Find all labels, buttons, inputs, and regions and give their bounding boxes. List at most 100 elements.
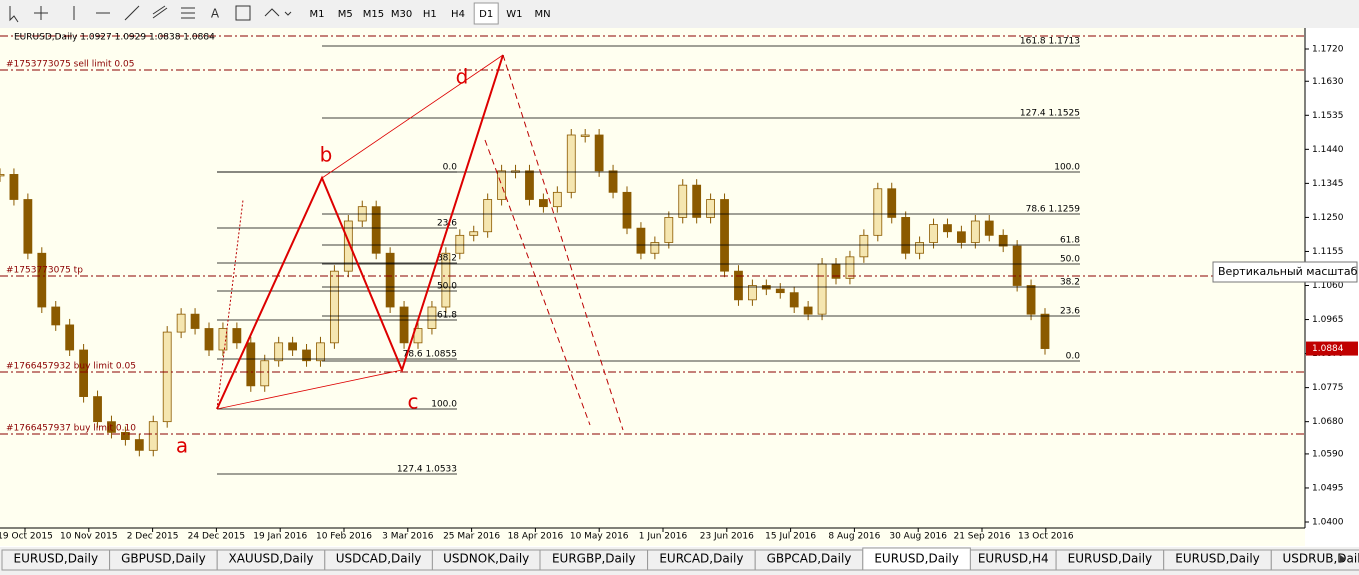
candle	[943, 224, 952, 233]
timeframe-button[interactable]: MN	[535, 9, 551, 20]
tab-label[interactable]: USDNOK,Daily	[443, 552, 529, 566]
fib-label: 50.0	[1060, 255, 1080, 265]
candle	[483, 199, 493, 233]
candle	[497, 170, 507, 200]
candle	[469, 231, 479, 236]
candle	[232, 328, 242, 344]
tooltip-box	[1212, 261, 1358, 283]
shapes-icon[interactable]	[264, 8, 292, 17]
candle	[566, 134, 576, 193]
timeframe-button[interactable]: M5	[338, 9, 353, 20]
tab[interactable]	[1270, 549, 1359, 571]
date-tick-label: 25 Mar 2016	[443, 532, 500, 542]
tab-label[interactable]: XAUUSD,Daily	[228, 552, 313, 566]
timeframe-button[interactable]: D1	[479, 9, 493, 20]
tab-label[interactable]: USDCAD,Daily	[336, 552, 422, 566]
timeframes: M1 M5 M15 M30 H1 H4 D1 W1 MN	[310, 2, 551, 25]
timeframe-button[interactable]: H1	[423, 9, 437, 20]
tooltip: Вертикальный масштаб	[1218, 265, 1358, 278]
candle	[274, 342, 284, 362]
candle	[0, 174, 5, 177]
tab-label[interactable]: EURUSD,Daily	[1175, 552, 1260, 566]
fib-label: 78.6 1.0855	[403, 350, 457, 360]
candle	[23, 199, 33, 254]
tab-scroll[interactable]	[1340, 555, 1346, 563]
channel-icon[interactable]	[152, 5, 168, 19]
trendline-icon[interactable]	[124, 5, 140, 21]
fibo-icon[interactable]	[181, 7, 195, 19]
candle	[720, 199, 729, 272]
date-tick-label: 10 Feb 2016	[316, 532, 372, 542]
pattern-point: d	[456, 65, 469, 89]
candle	[288, 342, 298, 351]
price-tick-label: 1.1060	[1312, 281, 1344, 291]
fib-label: 78.6 1.1259	[1026, 205, 1081, 215]
timeframe-button[interactable]: M15	[363, 9, 384, 20]
date-tick-label: 18 Apr 2016	[508, 532, 564, 542]
label-icon[interactable]	[235, 5, 251, 21]
candle	[678, 184, 688, 218]
fib-label: 38.2	[1060, 278, 1080, 288]
candle	[427, 306, 437, 329]
tab-label[interactable]: GBPUSD,Daily	[121, 552, 206, 566]
date-tick-label: 2 Dec 2015	[127, 532, 179, 542]
tab-label[interactable]: USDRUB,Daily	[1283, 552, 1359, 566]
date-tick-label: 10 Nov 2015	[60, 532, 118, 542]
fib-label: 23.6	[1060, 307, 1080, 317]
candle	[329, 270, 339, 344]
fib-label: 38.2	[437, 254, 457, 264]
candle	[957, 231, 966, 243]
order-label: #1766457937 buy limit 0.10	[6, 424, 136, 434]
price-tick-label: 1.0965	[1312, 315, 1344, 325]
candle	[190, 313, 200, 329]
date-tick-label: 1 Jun 2016	[639, 532, 688, 542]
candle	[204, 328, 214, 351]
date-tick-label: 24 Dec 2015	[188, 532, 246, 542]
price-tick-label: 1.1440	[1312, 145, 1344, 155]
candle	[845, 256, 855, 279]
fib-label: 50.0	[437, 282, 457, 292]
tab-label[interactable]: EURUSD,H4	[978, 552, 1049, 566]
text-tool[interactable]: A	[211, 7, 220, 21]
candle	[915, 242, 924, 254]
timeframe-button[interactable]: W1	[506, 9, 522, 20]
date-tick-label: 30 Aug 2016	[889, 532, 947, 542]
pattern-point: a	[176, 434, 188, 458]
cursor-icon[interactable]	[9, 6, 19, 23]
price-tick-label: 1.0775	[1312, 383, 1344, 393]
fib-label: 161.8 1.1713	[1020, 37, 1080, 47]
candle	[9, 174, 19, 200]
candle	[789, 292, 799, 308]
tab-label[interactable]: EURUSD,Daily	[14, 552, 99, 566]
pattern-point: b	[320, 143, 333, 167]
crosshair-icon[interactable]	[34, 6, 48, 20]
order-label: #1753773075 sell limit 0.05	[6, 60, 134, 70]
candle	[622, 191, 632, 229]
pattern-zigzag	[216, 54, 504, 410]
timeframe-button[interactable]: M1	[310, 9, 325, 20]
candle	[748, 285, 757, 301]
candle	[302, 349, 311, 362]
tab-label[interactable]: EURUSD,Daily	[874, 552, 959, 566]
candle	[873, 188, 883, 236]
timeframe-button[interactable]: H4	[451, 9, 465, 20]
tab-label[interactable]: GBPCAD,Daily	[767, 552, 852, 566]
candle	[594, 134, 604, 172]
date-tick-label: 3 Mar 2016	[382, 532, 434, 542]
candle	[1026, 285, 1036, 315]
price-tick-label: 1.1250	[1312, 213, 1344, 223]
tab-label[interactable]: EURUSD,Daily	[1068, 552, 1153, 566]
candle	[162, 331, 172, 423]
tab-label[interactable]: EURGBP,Daily	[552, 552, 636, 566]
fib-label: 100.0	[1054, 163, 1080, 173]
candle	[706, 199, 715, 218]
timeframe-button[interactable]: M30	[391, 9, 412, 20]
current-price: 1.0884	[1312, 344, 1344, 354]
price-tick-label: 1.1630	[1312, 77, 1344, 87]
date-tick-label: 10 May 2016	[570, 532, 629, 542]
candle	[176, 313, 186, 333]
candle	[887, 188, 897, 218]
tab-label[interactable]: EURCAD,Daily	[659, 552, 743, 566]
projection	[484, 54, 624, 431]
candle	[218, 328, 228, 351]
